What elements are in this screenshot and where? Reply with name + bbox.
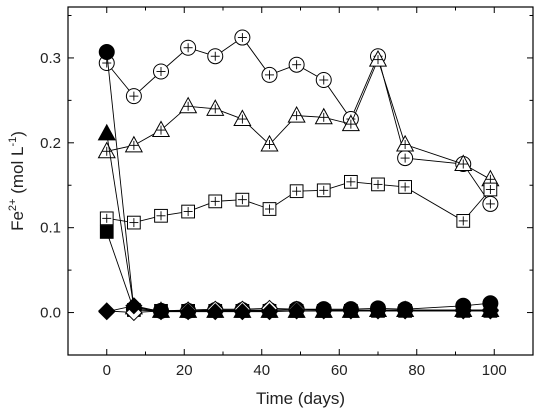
y-axis-title-unit-close: ) — [8, 131, 27, 137]
data-point — [288, 302, 306, 320]
data-point — [98, 303, 116, 321]
data-point — [98, 43, 115, 60]
y-tick-label: 0.2 — [40, 135, 61, 152]
x-tick-label: 100 — [482, 362, 507, 379]
y-axis-title-base: Fe — [8, 211, 27, 231]
y-axis-title-unit-sup: -1 — [7, 137, 19, 147]
y-axis-title-unit-open: (mol L — [8, 147, 27, 199]
data-point — [260, 303, 279, 321]
y-axis-title-sup: 2+ — [7, 199, 19, 212]
series-line — [106, 231, 491, 312]
series-layer — [97, 29, 500, 322]
data-point — [342, 302, 360, 320]
series-diamond-filled — [98, 297, 499, 321]
x-tick-label: 0 — [103, 362, 111, 379]
x-tick-label: 80 — [408, 362, 425, 379]
data-point — [454, 302, 472, 320]
data-point — [125, 297, 143, 315]
data-point — [233, 303, 251, 321]
data-point — [97, 123, 116, 141]
y-tick-label: 0.0 — [40, 305, 61, 322]
data-point — [369, 302, 387, 320]
series-line — [106, 58, 491, 180]
data-point — [481, 302, 499, 320]
data-point — [99, 225, 114, 239]
series-square-open-plus — [99, 174, 498, 230]
x-tick-label: 60 — [331, 362, 348, 379]
x-axis-title: Time (days) — [256, 389, 345, 408]
series-line — [106, 51, 491, 312]
series-triangle-open-plus — [97, 49, 500, 187]
y-tick-label: 0.3 — [40, 50, 61, 67]
data-point — [152, 303, 170, 321]
axes: 0 20 40 60 80 100 0.0 0.1 0.2 0.3 — [40, 7, 534, 379]
y-tick-label: 0.1 — [40, 220, 61, 237]
x-tick-label: 20 — [176, 362, 193, 379]
series-circle-filled — [98, 43, 499, 319]
data-point — [206, 303, 224, 321]
x-tick-label: 40 — [253, 362, 270, 379]
data-point — [396, 302, 414, 320]
y-axis-title: Fe2+ (mol L-1) — [7, 131, 27, 231]
data-point — [315, 302, 333, 320]
data-point — [179, 303, 197, 321]
